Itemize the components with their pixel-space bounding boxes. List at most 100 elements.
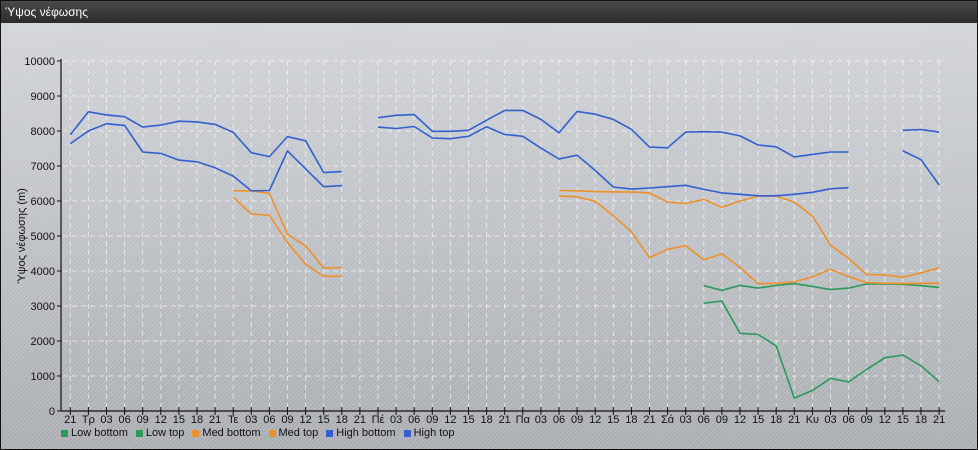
x-tick-label: 09 — [861, 414, 873, 426]
series-high-bottom — [69, 122, 940, 197]
series-line-low-top — [703, 282, 940, 292]
x-tick-label: 18 — [191, 414, 203, 426]
series-line-high-top — [902, 128, 940, 133]
x-tick-label: Πέ — [372, 414, 385, 426]
y-tick-label: 1000 — [31, 371, 55, 383]
x-tick-label: Κυ — [806, 414, 819, 426]
x-tick-label: 21 — [643, 414, 655, 426]
x-tick-label: 18 — [336, 414, 348, 426]
x-tick-label: 09 — [426, 414, 438, 426]
y-tick-label: 3000 — [31, 301, 55, 313]
series-med-top — [233, 189, 940, 279]
series-high-top — [69, 109, 940, 174]
legend-swatch — [61, 429, 68, 437]
x-tick-label: 21 — [499, 414, 511, 426]
legend-item-low-top[interactable]: Low top — [135, 427, 185, 439]
series-line-high-bottom — [902, 150, 940, 186]
x-tick-label: 15 — [607, 414, 619, 426]
x-tick-label: 12 — [734, 414, 746, 426]
legend: Low bottom Low top Med bottom Med top High b… — [61, 427, 455, 439]
x-tick-label: 18 — [770, 414, 782, 426]
x-tick-label: 12 — [589, 414, 601, 426]
series-line-med-bottom — [232, 196, 342, 278]
series-low-top — [703, 282, 940, 292]
legend-swatch — [268, 429, 276, 437]
x-tick-label: 12 — [299, 414, 311, 426]
legend-label: Med bottom — [202, 427, 261, 439]
x-tick-label: 06 — [408, 414, 420, 426]
legend-swatch — [192, 429, 200, 437]
x-tick-label: 06 — [118, 414, 130, 426]
x-tick-label: 03 — [535, 414, 547, 426]
x-tick-label: 09 — [281, 414, 293, 426]
x-tick-label: 21 — [354, 414, 366, 426]
series-med-bottom — [232, 195, 940, 285]
x-tick-label: 18 — [625, 414, 637, 426]
legend-swatch — [403, 429, 411, 437]
y-tick-label: 6000 — [31, 196, 55, 208]
x-tick-label: 21 — [64, 414, 76, 426]
x-tick-label: 09 — [571, 414, 583, 426]
series-low-bottom — [703, 300, 940, 399]
x-tick-label: Τρ — [82, 414, 95, 426]
x-tick-label: 03 — [824, 414, 836, 426]
x-tick-label: Πα — [516, 414, 531, 426]
x-tick-label: 15 — [173, 414, 185, 426]
x-tick-label: 18 — [915, 414, 927, 426]
y-tick-label: 8000 — [31, 126, 55, 138]
y-tick-label: 9000 — [31, 91, 55, 103]
x-tick-label: Σά — [661, 414, 675, 426]
x-tick-label: 15 — [318, 414, 330, 426]
x-tick-label: 15 — [897, 414, 909, 426]
x-tick-label: 03 — [680, 414, 692, 426]
x-tick-label: 06 — [842, 414, 854, 426]
x-tick-label: 12 — [155, 414, 167, 426]
y-tick-label: 5000 — [31, 231, 55, 243]
y-tick-label: 7000 — [31, 161, 55, 173]
legend-label: Low top — [145, 427, 185, 439]
legend-item-med-bottom[interactable]: Med bottom — [192, 427, 261, 439]
legend-label: Med top — [278, 427, 319, 439]
x-tick-label: 21 — [209, 414, 221, 426]
series-line-med-bottom — [558, 195, 940, 285]
x-tick-label: 15 — [752, 414, 764, 426]
x-tick-label: 12 — [879, 414, 891, 426]
legend-item-high-top[interactable]: High top — [403, 427, 455, 439]
legend-label: High bottom — [336, 427, 396, 439]
series-line-low-bottom — [703, 300, 940, 399]
y-tick-label: 0 — [49, 406, 55, 418]
x-tick-label: 09 — [137, 414, 149, 426]
series-line-med-top — [233, 190, 342, 270]
series-line-med-top — [558, 189, 940, 279]
x-tick-label: 18 — [480, 414, 492, 426]
x-tick-label: 15 — [462, 414, 474, 426]
series-line-high-top — [69, 111, 342, 174]
legend-item-med-top[interactable]: Med top — [268, 427, 319, 439]
x-tick-label: 03 — [390, 414, 402, 426]
x-tick-label: 03 — [100, 414, 112, 426]
series-line-high-bottom — [377, 125, 849, 197]
legend-label: Low bottom — [71, 427, 128, 439]
legend-label: High top — [413, 427, 455, 439]
x-tick-label: 12 — [444, 414, 456, 426]
window-title: Ύψος νέφωσης — [1, 1, 977, 23]
x-tick-label: 06 — [553, 414, 565, 426]
legend-swatch — [326, 429, 334, 437]
series-line-high-bottom — [69, 122, 342, 192]
x-tick-label: 21 — [788, 414, 800, 426]
series-line-high-top — [377, 109, 849, 158]
x-tick-label: 03 — [245, 414, 257, 426]
y-tick-label: 4000 — [31, 266, 55, 278]
y-tick-label: 10000 — [24, 56, 55, 68]
y-tick-label: 2000 — [31, 336, 55, 348]
x-tick-label: 06 — [263, 414, 275, 426]
x-tick-label: 06 — [698, 414, 710, 426]
legend-swatch — [135, 429, 143, 437]
x-tick-label: 09 — [716, 414, 728, 426]
y-axis-label: Ύψος νέφωσης (m) — [16, 188, 28, 284]
legend-item-high-bottom[interactable]: High bottom — [326, 427, 396, 439]
x-tick-label: 21 — [933, 414, 945, 426]
legend-item-low-bottom[interactable]: Low bottom — [61, 427, 128, 439]
